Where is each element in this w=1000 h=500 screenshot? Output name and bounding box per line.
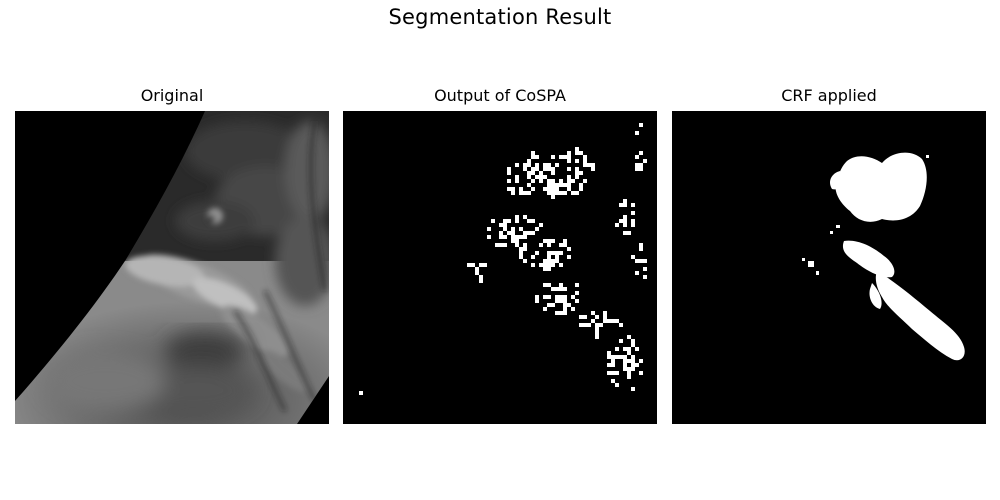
original-satellite-svg — [15, 111, 329, 424]
panel-cospa-output: Output of CoSPA — [343, 85, 657, 424]
cospa-mask-image — [343, 111, 657, 424]
panel-crf-applied: CRF applied — [672, 85, 986, 424]
figure-title: Segmentation Result — [388, 5, 612, 29]
panel-title-crf: CRF applied — [781, 86, 877, 105]
panel-title-cospa: Output of CoSPA — [434, 86, 566, 105]
cospa-mask-svg — [343, 111, 657, 424]
crf-mask-svg — [672, 111, 986, 424]
original-satellite-image — [15, 111, 329, 424]
panel-original: Original — [15, 85, 329, 424]
panel-title-original: Original — [140, 86, 204, 105]
crf-mask-image — [672, 111, 986, 424]
